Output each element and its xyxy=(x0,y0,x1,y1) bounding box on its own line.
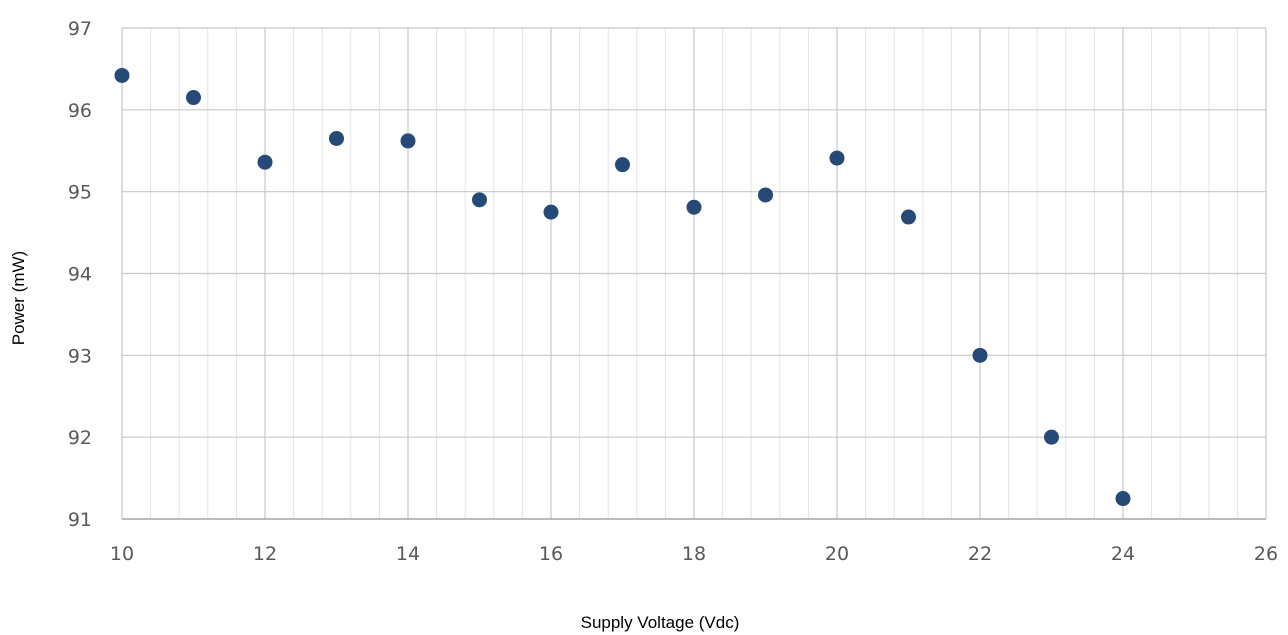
x-axis-title: Supply Voltage (Vdc) xyxy=(581,613,740,632)
data-point xyxy=(400,133,416,149)
y-tick-label: 97 xyxy=(68,18,92,40)
y-tick-label: 91 xyxy=(68,509,92,531)
data-point xyxy=(472,192,487,208)
x-tick-label: 10 xyxy=(110,543,134,565)
data-points xyxy=(114,67,1131,507)
data-point xyxy=(1044,429,1059,445)
x-tick-labels: 10 12 14 16 18 20 22 24 26 xyxy=(110,543,1278,565)
y-tick-label: 92 xyxy=(68,427,92,449)
x-tick-label: 22 xyxy=(968,543,992,565)
x-tick-label: 18 xyxy=(682,543,706,565)
x-tick-label: 12 xyxy=(253,543,277,565)
data-point xyxy=(615,157,630,173)
data-point xyxy=(257,154,273,170)
y-tick-label: 96 xyxy=(68,100,92,122)
data-point xyxy=(329,130,344,146)
x-tick-label: 14 xyxy=(396,543,420,565)
x-tick-label: 16 xyxy=(539,543,563,565)
data-point xyxy=(901,209,916,225)
y-axis-title: Power (mW) xyxy=(9,251,28,345)
x-tick-label: 20 xyxy=(825,543,849,565)
data-point xyxy=(758,187,773,203)
data-point xyxy=(972,347,988,363)
data-point xyxy=(829,150,845,166)
y-tick-labels: 91 92 93 94 95 96 97 xyxy=(68,18,92,531)
y-tick-label: 94 xyxy=(68,264,92,286)
data-point xyxy=(186,90,201,106)
y-tick-label: 93 xyxy=(68,345,92,367)
y-tick-label: 95 xyxy=(68,182,92,204)
data-point xyxy=(686,199,702,215)
data-point xyxy=(1115,491,1131,507)
x-tick-label: 24 xyxy=(1111,543,1135,565)
major-gridlines xyxy=(121,27,1267,519)
x-tick-label: 26 xyxy=(1254,543,1278,565)
data-point xyxy=(114,67,130,83)
data-point xyxy=(543,204,559,220)
